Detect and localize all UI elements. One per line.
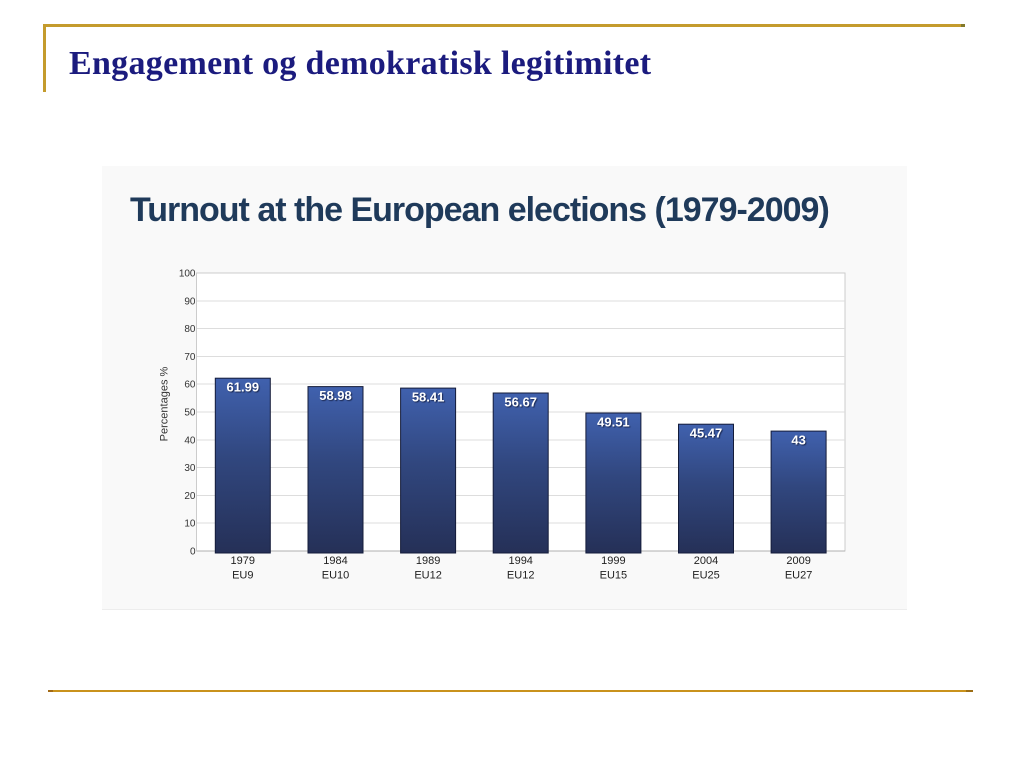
svg-text:60: 60 xyxy=(184,380,196,391)
svg-text:EU10: EU10 xyxy=(322,570,350,582)
svg-text:EU27: EU27 xyxy=(785,570,813,582)
svg-text:70: 70 xyxy=(184,352,196,363)
svg-text:1979: 1979 xyxy=(231,555,255,567)
svg-text:0: 0 xyxy=(190,547,196,558)
svg-text:80: 80 xyxy=(184,324,196,335)
svg-text:EU25: EU25 xyxy=(692,570,720,582)
svg-text:58.41: 58.41 xyxy=(412,390,445,405)
svg-text:49.51: 49.51 xyxy=(597,415,630,430)
svg-text:EU15: EU15 xyxy=(600,570,628,582)
svg-text:20: 20 xyxy=(184,491,196,502)
svg-text:90: 90 xyxy=(184,296,196,307)
svg-text:1999: 1999 xyxy=(601,555,625,567)
svg-text:1989: 1989 xyxy=(416,555,440,567)
svg-text:100: 100 xyxy=(179,269,196,280)
svg-text:EU12: EU12 xyxy=(507,570,535,582)
svg-text:43: 43 xyxy=(791,433,805,448)
svg-text:2009: 2009 xyxy=(786,555,810,567)
svg-text:2004: 2004 xyxy=(694,555,718,567)
svg-text:10: 10 xyxy=(184,519,196,530)
svg-text:50: 50 xyxy=(184,408,196,419)
svg-text:58.98: 58.98 xyxy=(319,388,352,403)
svg-text:EU9: EU9 xyxy=(232,570,253,582)
svg-text:1994: 1994 xyxy=(508,555,532,567)
svg-text:56.67: 56.67 xyxy=(504,395,537,410)
svg-text:1984: 1984 xyxy=(323,555,347,567)
svg-text:40: 40 xyxy=(184,435,196,446)
svg-text:30: 30 xyxy=(184,463,196,474)
svg-text:45.47: 45.47 xyxy=(690,426,723,441)
svg-text:Turnout at the European electi: Turnout at the European elections (1979-… xyxy=(130,191,829,229)
svg-text:Percentages %: Percentages % xyxy=(159,366,171,441)
svg-text:EU12: EU12 xyxy=(414,570,442,582)
svg-text:61.99: 61.99 xyxy=(227,380,260,395)
